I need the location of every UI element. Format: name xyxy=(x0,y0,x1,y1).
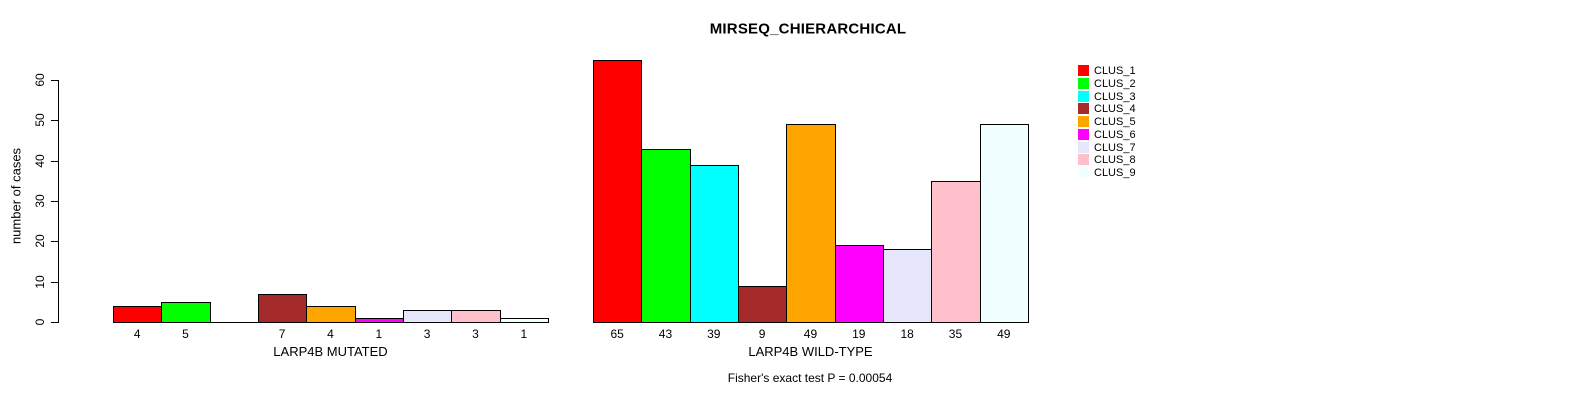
legend-swatch xyxy=(1078,141,1089,153)
y-tick-mark xyxy=(51,241,58,243)
bar-CLUS_9 xyxy=(979,124,1029,323)
bar-CLUS_3 xyxy=(689,164,739,323)
legend-label: CLUS_5 xyxy=(1094,116,1136,128)
y-tick-mark xyxy=(51,120,58,122)
legend-label: CLUS_3 xyxy=(1094,90,1136,103)
bar-CLUS_1 xyxy=(593,59,643,323)
bar-CLUS_3-zero xyxy=(209,322,259,323)
y-tick-label: 50 xyxy=(33,113,47,128)
bar-value-label: 4 xyxy=(133,327,141,341)
bar-value-label: 5 xyxy=(182,327,189,341)
y-axis-label: number of cases xyxy=(8,147,24,245)
legend-label: CLUS_7 xyxy=(1094,141,1136,154)
bar-value-label: 1 xyxy=(520,327,528,341)
bar-CLUS_5 xyxy=(786,124,836,323)
y-tick-mark xyxy=(51,201,58,202)
legend-swatch xyxy=(1078,116,1089,127)
fisher-test-annotation: Fisher's exact test P = 0.00054 xyxy=(727,371,893,385)
legend-label: CLUS_8 xyxy=(1094,154,1136,167)
legend-swatch xyxy=(1078,154,1089,166)
legend-label: CLUS_9 xyxy=(1094,167,1136,179)
group-label-0: LARP4B MUTATED xyxy=(273,344,388,359)
bar-CLUS_1 xyxy=(113,305,163,323)
bar-value-label: 35 xyxy=(948,327,963,341)
y-tick-label: 40 xyxy=(33,153,47,168)
y-tick-mark xyxy=(51,281,58,283)
bar-CLUS_8 xyxy=(451,309,501,323)
y-tick-label: 20 xyxy=(33,234,47,249)
y-tick-label: 30 xyxy=(33,194,47,208)
bar-value-label: 9 xyxy=(758,327,766,341)
y-tick-mark xyxy=(51,322,58,323)
legend-swatch xyxy=(1078,128,1089,140)
bar-CLUS_4 xyxy=(257,293,308,323)
bar-CLUS_2 xyxy=(161,301,211,323)
bar-CLUS_2 xyxy=(641,148,691,323)
bar-value-label: 49 xyxy=(803,327,818,341)
legend-swatch xyxy=(1078,65,1089,76)
bar-CLUS_6 xyxy=(354,317,404,323)
legend-swatch xyxy=(1078,90,1089,102)
bar-value-label: 4 xyxy=(327,327,334,341)
y-tick-label: 10 xyxy=(33,274,47,289)
legend-label: CLUS_6 xyxy=(1094,128,1136,141)
y-tick-mark xyxy=(51,80,58,81)
bar-value-label: 39 xyxy=(707,327,721,341)
bar-value-label: 65 xyxy=(610,327,624,341)
legend-label: CLUS_1 xyxy=(1094,65,1136,77)
bar-CLUS_7 xyxy=(882,249,933,323)
bar-CLUS_4 xyxy=(737,285,788,323)
bar-CLUS_7 xyxy=(402,309,453,323)
legend-swatch xyxy=(1078,103,1089,115)
y-tick-mark xyxy=(51,160,58,162)
bar-value-label: 19 xyxy=(852,327,866,341)
bar-value-label: 1 xyxy=(375,327,383,341)
bar-value-label: 43 xyxy=(658,327,673,341)
legend-label: CLUS_2 xyxy=(1094,77,1136,90)
bar-value-label: 18 xyxy=(900,327,914,341)
bar-value-label: 49 xyxy=(997,327,1011,341)
bar-value-label: 7 xyxy=(278,327,286,341)
bar-CLUS_6 xyxy=(834,245,884,323)
legend-label: CLUS_4 xyxy=(1094,103,1136,116)
group-label-1: LARP4B WILD-TYPE xyxy=(748,344,873,359)
bar-value-label: 3 xyxy=(472,327,479,341)
chart-title: MIRSEQ_CHIERARCHICAL xyxy=(709,20,907,38)
bar-CLUS_9 xyxy=(499,317,549,323)
bar-CLUS_5 xyxy=(306,305,356,323)
y-tick-label: 60 xyxy=(33,73,47,87)
y-axis-line xyxy=(58,80,59,323)
legend-swatch xyxy=(1078,167,1089,178)
legend-swatch xyxy=(1078,77,1089,89)
bar-value-label: 3 xyxy=(423,327,431,341)
y-tick-label: 0 xyxy=(33,318,47,326)
bar-CLUS_8 xyxy=(931,180,981,323)
